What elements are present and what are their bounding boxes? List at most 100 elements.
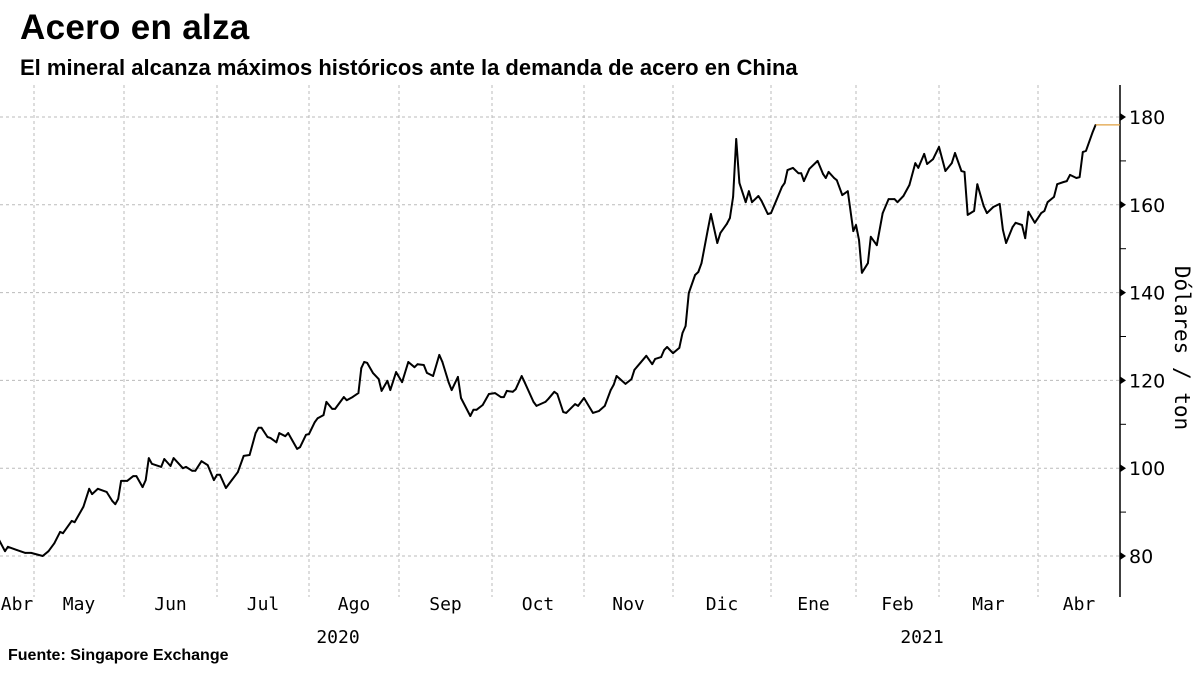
data-point (366, 361, 368, 364)
year-label: 2020 (316, 627, 359, 648)
data-point (305, 433, 307, 436)
data-point (751, 201, 753, 204)
data-point (144, 479, 147, 481)
data-point (322, 414, 325, 416)
data-point (287, 432, 290, 434)
x-tick-label: Ene (797, 594, 830, 615)
y-tick-mark (1120, 464, 1126, 473)
y-tick-label: 120 (1129, 370, 1165, 392)
data-point (422, 364, 425, 366)
data-point (926, 163, 929, 165)
data-point (597, 410, 600, 413)
data-point (169, 465, 172, 467)
data-point (592, 411, 594, 414)
data-point (603, 404, 606, 407)
data-point (729, 217, 731, 219)
x-tick-label: Nov (612, 594, 645, 615)
data-point (151, 462, 153, 465)
data-point (114, 503, 117, 506)
x-tick-label: Oct (522, 594, 555, 615)
data-point (1046, 201, 1049, 204)
data-point (735, 138, 738, 140)
data-point (1085, 149, 1087, 152)
data-point (710, 213, 712, 215)
x-tick-label: Mar (972, 594, 1005, 615)
data-point (861, 271, 863, 274)
data-point (1001, 228, 1004, 231)
data-point (875, 244, 878, 247)
data-point (716, 242, 719, 244)
data-point (494, 392, 496, 395)
data-point (401, 381, 403, 384)
data-point (678, 347, 681, 349)
data-point (908, 184, 911, 186)
data-point (331, 408, 334, 410)
data-point (200, 460, 203, 463)
data-point (254, 432, 257, 434)
data-point (684, 325, 687, 327)
data-point (213, 479, 215, 481)
data-point (808, 167, 811, 170)
data-point (612, 383, 615, 386)
data-point (523, 381, 526, 384)
data-point (881, 212, 884, 215)
data-point (747, 190, 750, 193)
data-point (932, 158, 934, 161)
data-point (986, 212, 988, 215)
x-tick-label: Jun (154, 594, 187, 615)
data-point (547, 397, 550, 400)
data-point (645, 354, 648, 357)
data-point (562, 411, 565, 413)
data-point (426, 372, 428, 374)
data-point (1069, 174, 1071, 176)
data-point (1040, 212, 1043, 215)
data-point (111, 500, 114, 503)
data-point (1053, 195, 1055, 198)
data-point (73, 521, 76, 524)
data-point (725, 223, 728, 226)
data-point (447, 381, 450, 384)
data-point (360, 367, 363, 370)
data-point (574, 403, 576, 406)
data-point (266, 436, 269, 438)
y-tick-mark (1120, 552, 1126, 560)
data-point (260, 426, 263, 429)
data-point (738, 181, 741, 184)
data-point (663, 349, 665, 352)
data-point (1011, 226, 1014, 229)
data-point (719, 231, 722, 234)
data-point (91, 493, 93, 496)
data-point (565, 411, 568, 414)
data-point (377, 378, 380, 380)
data-point (1091, 131, 1094, 134)
data-point (1027, 210, 1030, 213)
data-point (24, 552, 27, 554)
data-point (132, 475, 135, 478)
x-tick-label: Dic (706, 594, 739, 615)
data-point (120, 480, 122, 482)
data-point (395, 371, 397, 373)
y-tick-label: 180 (1129, 107, 1165, 129)
data-point (681, 332, 684, 334)
data-point (345, 399, 348, 402)
data-point (500, 396, 502, 398)
data-point (1056, 183, 1059, 186)
data-point (407, 361, 410, 363)
data-point (185, 465, 187, 468)
data-point (822, 173, 824, 175)
data-point (59, 530, 62, 533)
data-point (380, 390, 383, 392)
data-point (697, 271, 700, 273)
data-point (514, 388, 517, 391)
data-point (535, 404, 538, 407)
data-point (416, 363, 419, 366)
data-point (556, 393, 559, 395)
data-point (386, 379, 389, 382)
data-point (792, 167, 794, 169)
data-point (242, 455, 245, 457)
data-point (269, 437, 272, 439)
data-point (624, 383, 627, 385)
data-point (744, 201, 747, 204)
data-point (4, 550, 6, 553)
